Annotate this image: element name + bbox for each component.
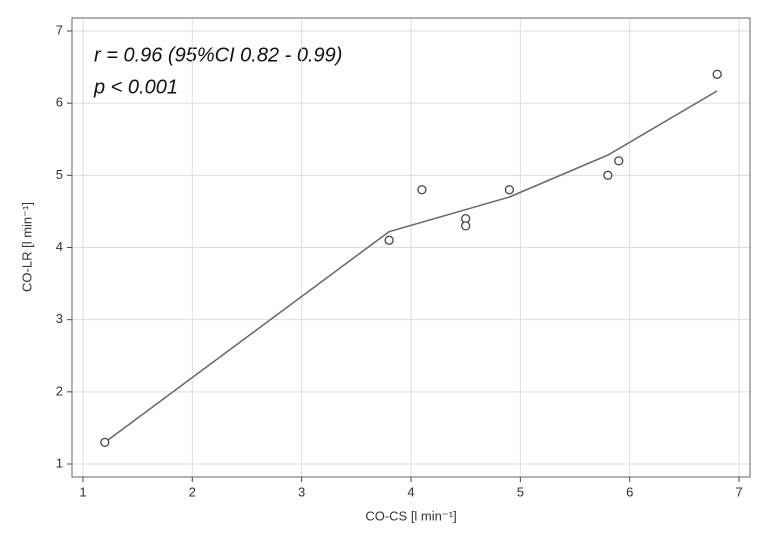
annotation: r = 0.96 (95%CI 0.82 - 0.99) (94, 44, 342, 66)
fit-line (104, 90, 718, 443)
x-tick-label: 1 (79, 484, 86, 499)
y-tick-label: 6 (56, 95, 63, 110)
x-tick-label: 7 (735, 484, 742, 499)
y-tick-label: 2 (56, 383, 63, 398)
point (504, 185, 515, 195)
x-tick-label: 5 (517, 484, 524, 499)
y-axis-label: CO-LR [l min⁻¹] (19, 202, 34, 292)
annotation: p < 0.001 (93, 76, 178, 98)
y-tick-label: 5 (56, 167, 63, 182)
x-tick-label: 6 (626, 484, 633, 499)
x-tick-label: 3 (298, 484, 305, 499)
y-tick-label: 3 (56, 311, 63, 326)
point (384, 235, 394, 245)
plot-frame (71, 17, 751, 478)
y-tick-label: 7 (56, 22, 63, 37)
y-tick-label: 1 (56, 455, 63, 470)
y-tick-label: 4 (56, 239, 63, 254)
point (100, 437, 110, 448)
x-tick-label: 2 (189, 484, 196, 499)
point (712, 69, 722, 79)
x-tick-label: 4 (407, 484, 414, 499)
point (603, 170, 613, 180)
point (461, 221, 471, 231)
point (417, 185, 427, 195)
point (614, 156, 624, 166)
x-axis-label: CO-CS [l min⁻¹] (365, 508, 456, 523)
